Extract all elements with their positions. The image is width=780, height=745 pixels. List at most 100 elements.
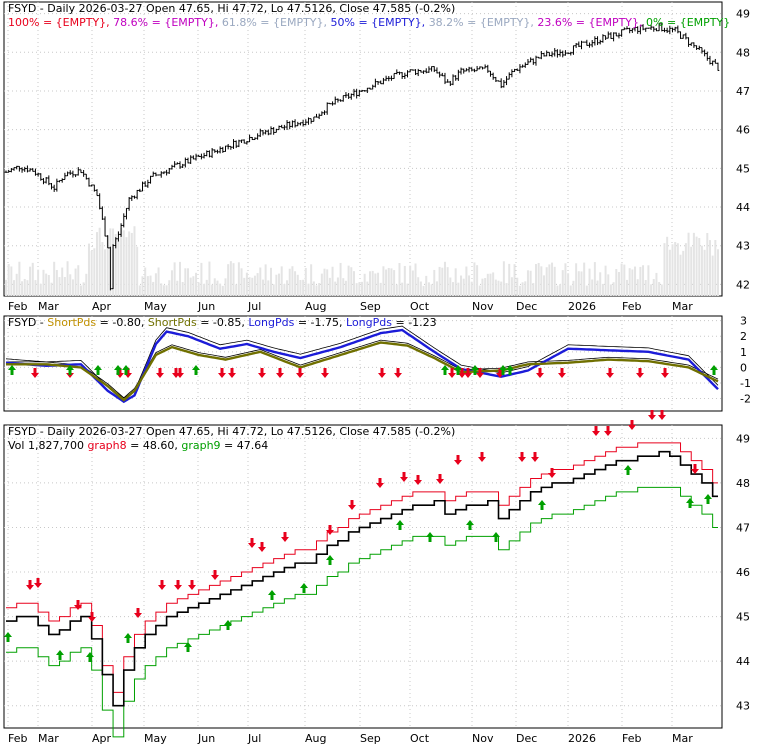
oscillator-y-ticks: 3 2 1 0 -1 -2 [740,315,751,406]
volume-bar [567,273,570,296]
volume-bar [326,269,329,296]
volume-bar [379,282,382,296]
price-x-tick-label: Sep [360,300,381,313]
sell-arrow [31,368,39,378]
stairs-x-tick-label: 2026 [568,732,596,745]
volume-bar [505,283,508,296]
volume-bar [347,265,350,296]
volume-bar [71,279,74,296]
volume-bar [272,284,275,296]
stairs-x-tick-label: Nov [472,732,494,745]
buy-arrow [56,650,64,660]
sell-arrow [606,368,614,378]
volume-bar [604,265,607,296]
volume-bar [69,274,72,296]
sell-arrow [326,525,334,535]
stairs-x-tick-label: Dec [516,732,537,745]
price-stairs-line [6,450,718,707]
sell-arrow [378,368,386,378]
volume-bar [620,263,623,296]
buy-arrow [492,532,500,542]
volume-bar [299,280,302,296]
oscillator-y-tick-label: 2 [740,330,747,343]
volume-bar [125,237,128,296]
volume-bar [671,244,674,296]
stairs-arrows [4,410,712,662]
volume-bar [486,273,489,296]
buy-arrow [441,365,449,375]
volume-bar [623,264,626,296]
sell-arrow [478,452,486,462]
volume-bar [235,284,238,296]
sell-arrow [394,368,402,378]
volume-bar [516,277,519,296]
sell-arrow [258,368,266,378]
volume-bar [101,242,104,296]
volume-bar [390,268,393,296]
volume-bar [473,262,476,296]
sell-arrow [134,608,142,618]
volume-bar [141,276,144,296]
buy-arrow [499,365,507,375]
volume-bar [21,281,24,296]
volume-bar [406,283,409,296]
volume-bar [382,266,385,296]
sell-arrow [116,368,124,378]
volume-bar [294,271,297,296]
sell-arrow [518,452,526,462]
price-x-tick-label: 2026 [568,300,596,313]
sell-arrow [496,368,504,378]
price-y-ticks: 42 43 44 45 46 47 48 49 [736,8,750,292]
volume-bar [144,267,147,296]
volume-bar [344,280,347,296]
oscillator-lines [5,325,719,404]
volume-bar [534,264,537,296]
price-y-tick-label: 49 [736,8,750,21]
volume-bar [492,272,495,296]
volume-bar [13,280,16,296]
volume-bar [625,279,628,296]
volume-bar [280,266,283,296]
volume-bar [248,277,251,296]
volume-bar [98,227,101,296]
sell-arrow [188,580,196,590]
volume-bar [457,282,460,296]
volume-bar [411,270,414,296]
volume-bar [674,242,677,296]
volume-bar [195,272,198,296]
buy-arrow [471,365,479,375]
volume-bar [216,280,219,296]
volume-bar [417,277,420,296]
buy-arrow [114,365,122,375]
fib-legend-item-4: 38.2% = {EMPTY}, [429,16,538,29]
volume-bar [336,277,339,296]
volume-bar [537,262,540,296]
sell-arrow [376,478,384,488]
volume-bar [334,281,337,296]
sell-arrow [604,426,612,436]
sell-arrow [661,368,669,378]
volume-bar [655,272,658,296]
volume-bar [583,262,586,296]
volume-bar [90,250,93,296]
graph9-line [6,486,718,738]
volume-bar [489,273,492,296]
sell-arrow [174,580,182,590]
buy-arrow [300,583,308,593]
volume-bar [575,263,578,296]
sell-arrow [248,538,256,548]
volume-bar [267,280,270,296]
price-panel-frame [3,1,723,297]
sell-arrow [658,410,666,420]
price-y-tick-label: 48 [736,46,750,59]
stairs-x-tick-label: Oct [410,732,430,745]
volume-bar [526,270,529,296]
volume-bar [15,273,18,296]
volume-bar [599,272,602,296]
volume-bar [342,278,345,296]
sell-arrow [276,368,284,378]
volume-bar [481,278,484,296]
volume-bar [639,266,642,296]
price-y-tick-label: 42 [736,278,750,291]
volume-bar [703,249,706,296]
